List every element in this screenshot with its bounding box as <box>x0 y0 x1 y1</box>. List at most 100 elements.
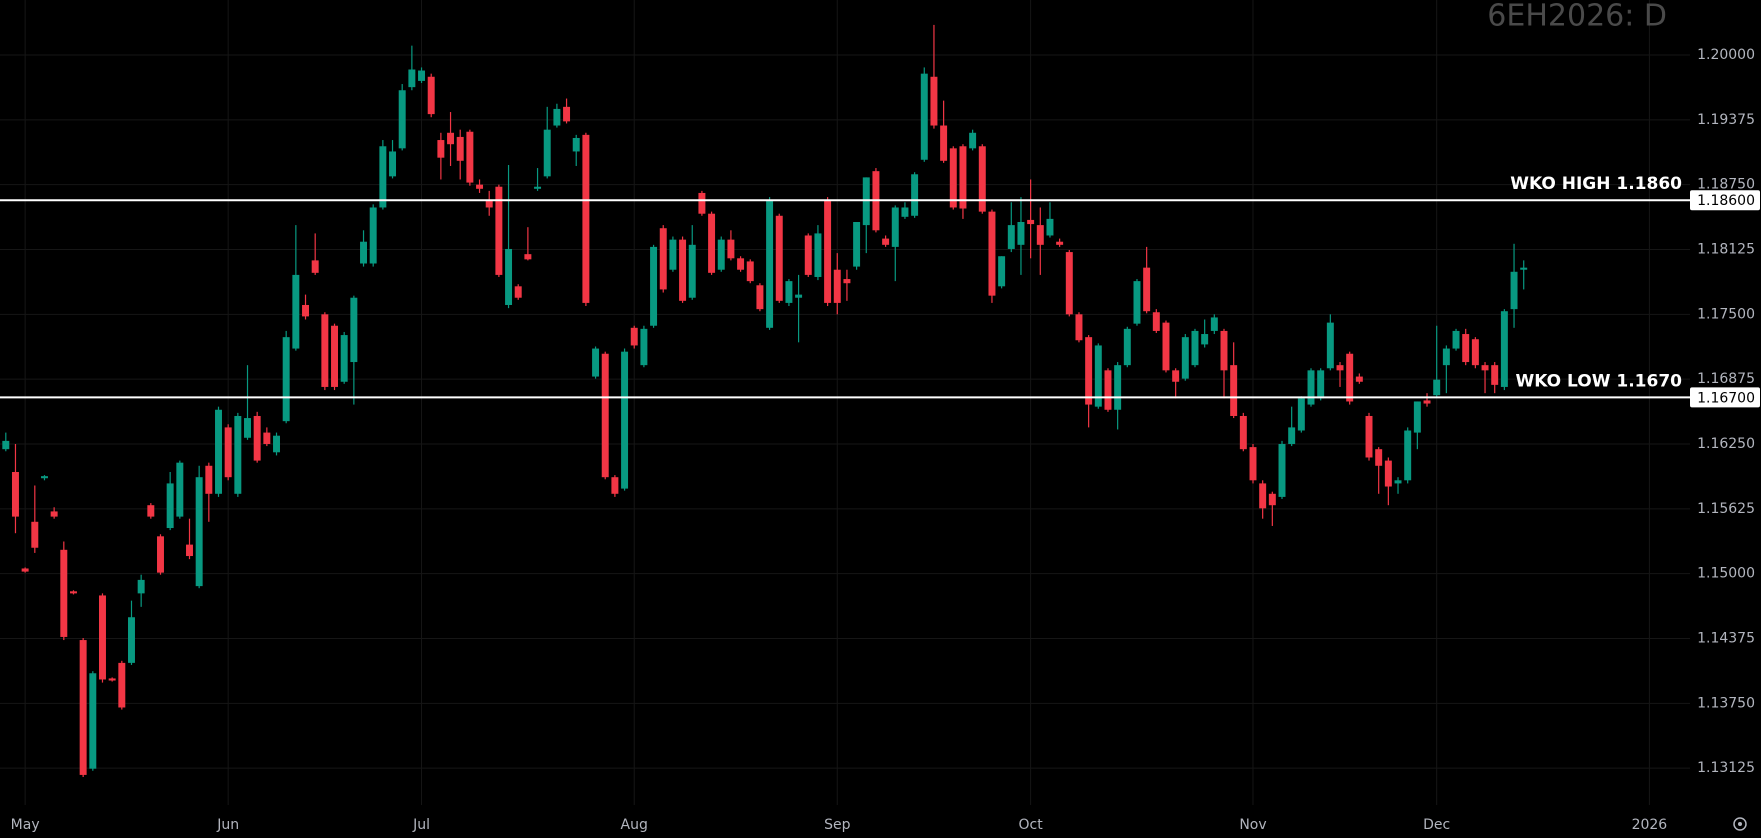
candle-body <box>21 568 29 572</box>
candle-body <box>1220 330 1228 371</box>
candle-body <box>746 261 754 282</box>
candle-body <box>40 476 48 479</box>
candle-body <box>920 73 928 160</box>
candle-body <box>1433 379 1441 396</box>
candle-body <box>1017 221 1025 245</box>
candle-body <box>321 314 329 387</box>
candle-body <box>79 640 87 775</box>
x-tick-label: Sep <box>824 817 851 833</box>
candle-body <box>775 215 783 301</box>
candle-body <box>466 131 474 183</box>
candle-body <box>447 132 455 145</box>
candle-body <box>11 472 19 517</box>
candle-body <box>253 415 261 461</box>
candle-body <box>69 591 77 594</box>
candle-body <box>205 465 213 494</box>
x-tick-label: Oct <box>1019 817 1044 833</box>
candle-body <box>592 348 600 377</box>
x-tick-label: Aug <box>621 817 648 833</box>
candle-body <box>621 351 629 489</box>
candle-body <box>601 353 609 478</box>
level-axis-tag <box>1690 190 1760 211</box>
y-tick-label: 1.20000 <box>1697 47 1755 63</box>
candle-body <box>1520 267 1528 270</box>
candle-body <box>215 409 222 494</box>
candle-body <box>408 69 416 88</box>
candle-body <box>195 477 203 587</box>
candle-body <box>1278 443 1286 497</box>
candle-body <box>524 254 532 260</box>
candle-body <box>60 549 68 637</box>
candle-body <box>630 327 638 346</box>
settings-ring[interactable] <box>1733 817 1747 831</box>
candle-body <box>756 285 764 310</box>
candle-body <box>1201 334 1209 345</box>
candle-body <box>659 228 667 290</box>
candle-body <box>1355 376 1363 382</box>
y-tick-label: 1.19375 <box>1697 112 1755 128</box>
candle-body <box>350 297 358 363</box>
candle-body <box>2 440 10 450</box>
level-axis-tag <box>1690 387 1760 408</box>
candle-body <box>389 151 397 177</box>
candle-body <box>1375 449 1383 466</box>
candle-body <box>804 235 812 275</box>
candle-body <box>1123 328 1131 366</box>
candle-body <box>505 248 513 305</box>
candle-body <box>1249 447 1257 481</box>
candle-body <box>843 279 851 284</box>
candle-body <box>650 246 658 326</box>
candle-body <box>862 177 870 226</box>
candle-body <box>901 207 909 217</box>
candle-body <box>1442 348 1450 366</box>
candle-body <box>534 186 542 189</box>
candle-body <box>1104 370 1112 410</box>
candle-body <box>698 192 706 214</box>
candle-body <box>1210 317 1218 331</box>
candle-body <box>418 70 426 81</box>
candle-body <box>553 108 561 126</box>
y-tick-label: 1.18750 <box>1697 177 1755 193</box>
candle-body <box>1481 365 1489 371</box>
candle-body <box>611 477 619 494</box>
candle-body <box>833 269 841 303</box>
candle-body <box>959 146 967 209</box>
candle-body <box>795 294 803 298</box>
settings-icon[interactable] <box>1733 817 1747 831</box>
candle-body <box>186 544 193 557</box>
candle-body <box>911 174 919 216</box>
candle-body <box>340 335 348 382</box>
candle-body <box>882 238 890 245</box>
candle-body <box>1259 483 1267 509</box>
candle-body <box>1423 400 1431 404</box>
candle-body <box>99 595 106 680</box>
candle-body <box>1326 322 1334 369</box>
candle-body <box>949 148 957 208</box>
candle-body <box>176 462 184 517</box>
y-tick-label: 1.14375 <box>1697 631 1755 647</box>
candle-body <box>679 239 687 301</box>
y-tick-label: 1.16875 <box>1697 371 1755 387</box>
candle-body <box>1336 365 1344 371</box>
candle-body <box>969 132 977 149</box>
candle-body <box>737 258 745 270</box>
y-tick-label: 1.17500 <box>1697 306 1755 322</box>
candle-body <box>1413 401 1421 433</box>
candle-body <box>640 328 648 366</box>
candle-body <box>1162 322 1170 371</box>
settings-dot[interactable] <box>1738 822 1742 826</box>
candle-body <box>717 239 725 270</box>
candle-body <box>302 304 309 317</box>
candle-body <box>1471 339 1479 366</box>
candle-body <box>727 239 735 259</box>
level-label: WKO HIGH 1.1860 <box>1510 174 1682 194</box>
candle-body <box>688 244 696 298</box>
candle-body <box>1394 480 1402 484</box>
candle-body <box>437 140 445 158</box>
overlays: WKO HIGH 1.1860 1.18600 WKO LOW 1.1670 1.16… <box>0 174 1760 408</box>
candle-body <box>224 427 232 478</box>
candle-body <box>814 233 822 277</box>
candle-body <box>273 435 280 453</box>
